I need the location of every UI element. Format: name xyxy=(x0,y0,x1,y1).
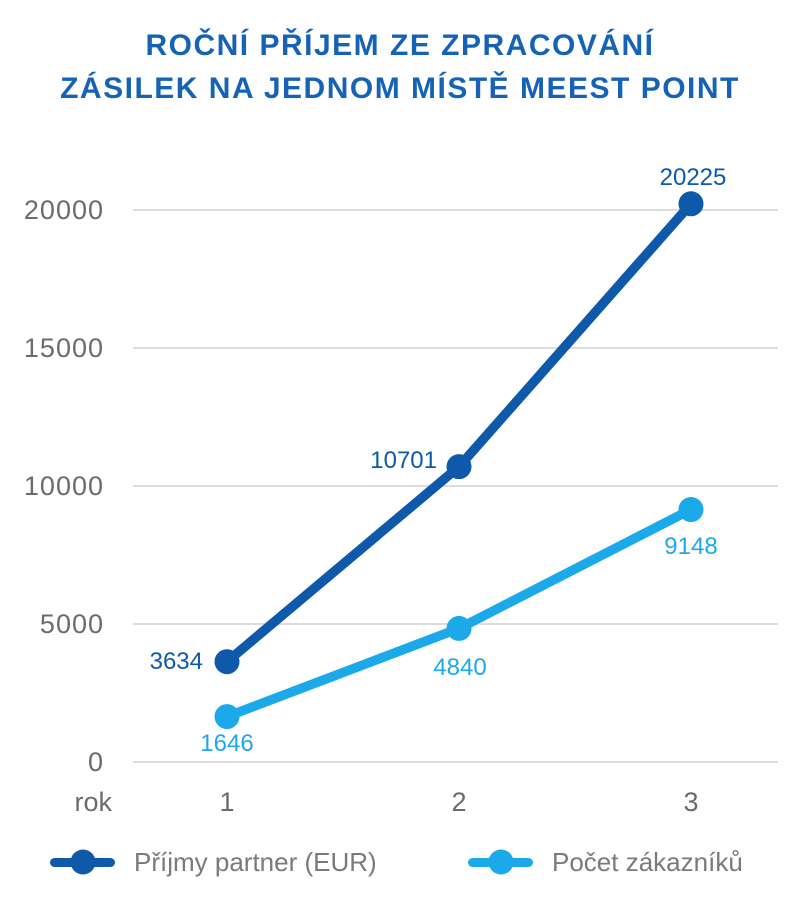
y-axis-tick-label: 0 xyxy=(87,747,104,777)
legend-dot-icon xyxy=(488,849,513,875)
legend-line-dot-icon xyxy=(468,849,533,875)
data-point xyxy=(214,704,240,730)
y-axis-tick-label: 10000 xyxy=(23,471,104,501)
x-axis-title: rok xyxy=(74,787,112,817)
legend-dot-icon xyxy=(70,849,95,875)
y-axis-tick-label: 15000 xyxy=(23,333,104,363)
y-axis-tick-label: 5000 xyxy=(39,609,104,639)
gridline xyxy=(133,347,778,349)
y-axis-tick-label: 20000 xyxy=(23,195,104,225)
gridline xyxy=(133,485,778,487)
x-axis-tick-label: 3 xyxy=(683,787,699,817)
legend-label: Příjmy partner (EUR) xyxy=(134,846,377,877)
series-line-1 xyxy=(222,504,696,722)
legend-item: Příjmy partner (EUR) xyxy=(50,845,377,879)
data-point xyxy=(214,649,240,675)
data-point-label: 3634 xyxy=(149,647,203,675)
data-point xyxy=(446,454,472,480)
chart-title: ROČNÍ PŘÍJEM ZE ZPRACOVÁNÍ ZÁSILEK NA JE… xyxy=(0,24,800,110)
chart-title-line1: ROČNÍ PŘÍJEM ZE ZPRACOVÁNÍ xyxy=(145,29,655,62)
series-line-0 xyxy=(222,199,696,667)
legend-label: Počet zákazníků xyxy=(552,846,743,877)
legend-line-dot-icon xyxy=(50,849,115,875)
data-point xyxy=(678,191,704,217)
x-axis-tick-label: 2 xyxy=(451,787,467,817)
chart-title-line2: ZÁSILEK NA JEDNOM MÍSTĚ MEEST POINT xyxy=(60,72,740,105)
data-point-label: 4840 xyxy=(433,654,487,682)
data-point-label: 1646 xyxy=(200,729,254,757)
data-point xyxy=(446,615,472,641)
legend-item: Počet zákazníků xyxy=(468,845,743,879)
data-point-label: 20225 xyxy=(659,163,727,191)
gridline xyxy=(133,761,778,763)
gridline xyxy=(133,209,778,211)
data-point-label: 10701 xyxy=(370,446,437,474)
data-point xyxy=(678,497,704,523)
data-point-label: 9148 xyxy=(664,532,718,560)
x-axis-tick-label: 1 xyxy=(219,787,235,817)
